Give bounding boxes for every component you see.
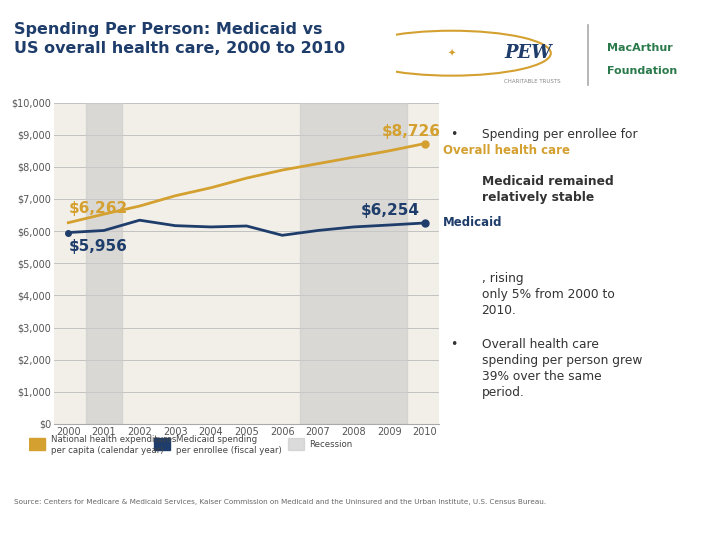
Text: , rising
only 5% from 2000 to
2010.: , rising only 5% from 2000 to 2010. — [482, 272, 614, 317]
Text: $5,956: $5,956 — [68, 239, 127, 254]
Bar — [86, 103, 122, 424]
Text: Recession: Recession — [310, 440, 353, 449]
Text: •: • — [450, 338, 457, 351]
Text: 7: 7 — [13, 521, 22, 535]
Text: $6,262: $6,262 — [68, 201, 127, 217]
Text: Spending per enrollee for: Spending per enrollee for — [482, 129, 637, 141]
Text: National health expenditures
per capita (calendar year): National health expenditures per capita … — [50, 435, 176, 455]
Text: Spending Per Person: Medicaid vs
US overall health care, 2000 to 2010: Spending Per Person: Medicaid vs US over… — [14, 22, 346, 56]
Text: Overall health care: Overall health care — [443, 144, 570, 157]
Bar — [288, 438, 304, 449]
Text: Medicaid spending
per enrollee (fiscal year): Medicaid spending per enrollee (fiscal y… — [176, 435, 282, 455]
Bar — [29, 438, 45, 449]
Text: Medicaid: Medicaid — [443, 217, 503, 230]
Text: •: • — [450, 129, 457, 141]
Text: Source: Centers for Medicare & Medicaid Services, Kaiser Commission on Medicaid : Source: Centers for Medicare & Medicaid … — [14, 499, 546, 505]
Text: ✦: ✦ — [448, 48, 456, 58]
Text: Foundation: Foundation — [606, 66, 677, 76]
Text: $6,254: $6,254 — [361, 203, 420, 218]
Text: CHARITABLE TRUSTS: CHARITABLE TRUSTS — [504, 79, 561, 84]
Text: Medicaid remained
relatively stable: Medicaid remained relatively stable — [482, 175, 613, 204]
Bar — [154, 438, 170, 449]
Bar — [300, 103, 407, 424]
Text: MacArthur: MacArthur — [606, 43, 672, 53]
Text: Overall health care
spending per person grew
39% over the same
period.: Overall health care spending per person … — [482, 338, 642, 399]
Text: PEW: PEW — [504, 44, 552, 62]
Text: $8,726: $8,726 — [382, 124, 441, 139]
